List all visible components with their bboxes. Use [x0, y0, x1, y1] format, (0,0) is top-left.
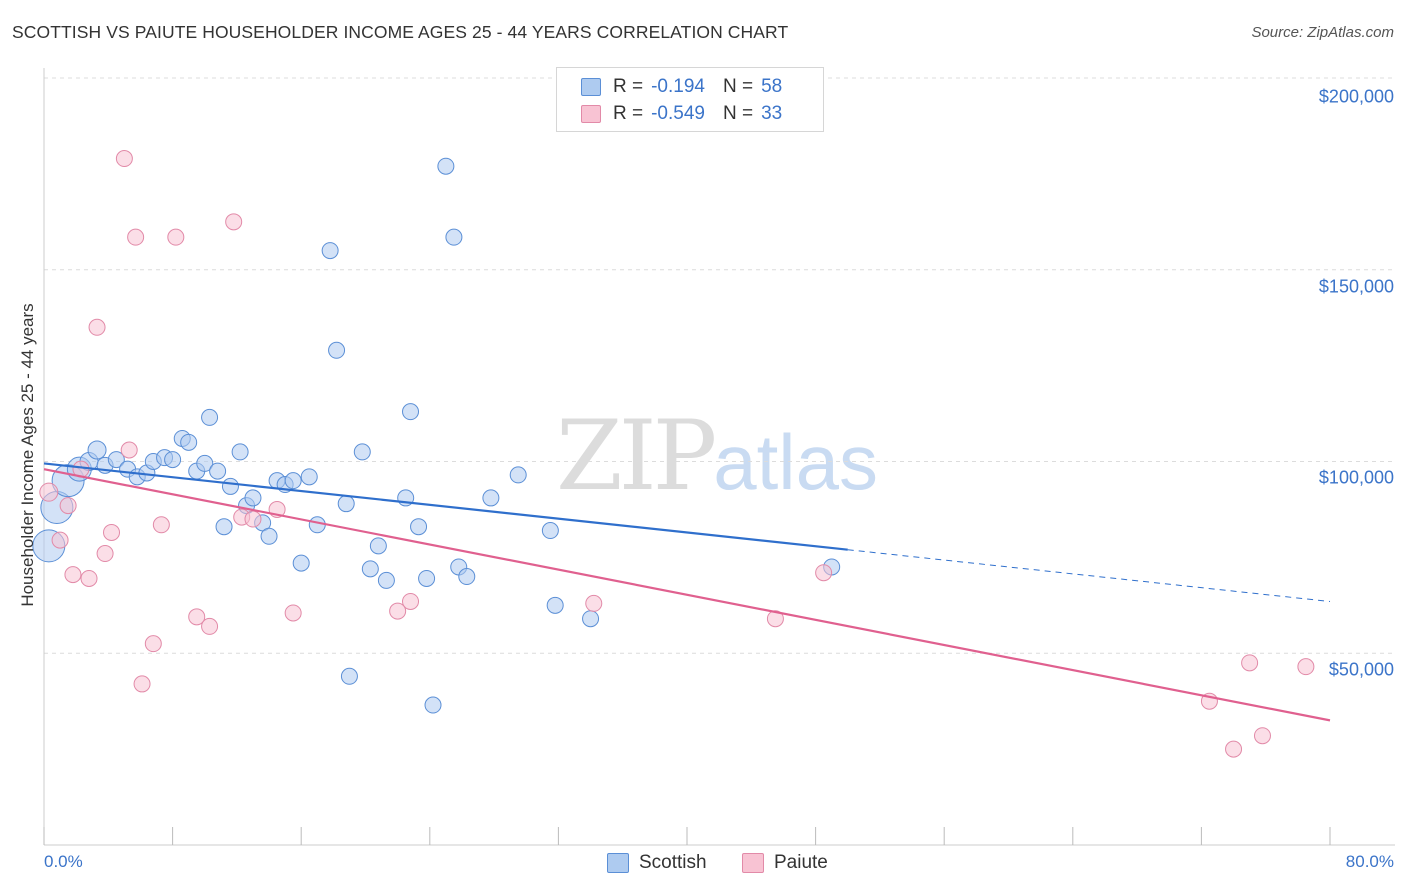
paiute-point	[39, 482, 59, 502]
bottom-legend-label-scottish: Scottish	[639, 852, 707, 873]
legend-r-label: R =	[613, 103, 644, 124]
scottish-point	[328, 341, 346, 359]
scottish-point	[337, 495, 355, 513]
scottish-point	[340, 667, 358, 685]
scottish-point	[361, 560, 379, 578]
y-tick-label-200000: $200,000	[1318, 86, 1394, 107]
bottom-swatch-scottish	[607, 853, 629, 873]
scottish-point	[221, 477, 239, 495]
paiute-point	[115, 150, 133, 168]
legend-swatch-paiute	[581, 105, 601, 123]
scottish-trend-extension	[847, 549, 1331, 602]
legend-n-label: N =	[722, 76, 754, 97]
scottish-point	[260, 527, 278, 545]
paiute-point	[815, 564, 833, 582]
legend-row-paiute: R = -0.549 N = 33	[581, 102, 782, 126]
bottom-legend-paiute[interactable]: Paiute	[742, 852, 828, 874]
paiute-point	[103, 523, 121, 541]
chart-source: Source: ZipAtlas.com	[1251, 24, 1394, 41]
paiute-point	[188, 608, 206, 626]
scottish-point	[402, 403, 420, 421]
legend-n-value: 58	[761, 76, 783, 97]
paiute-point	[1253, 727, 1271, 745]
scottish-point	[300, 468, 318, 486]
scottish-point	[418, 569, 436, 587]
paiute-point	[144, 635, 162, 653]
scottish-point	[308, 516, 326, 534]
paiute-point	[1225, 740, 1243, 758]
bottom-legend-label-paiute: Paiute	[774, 852, 828, 873]
paiute-point	[80, 569, 98, 587]
paiute-point	[88, 318, 106, 336]
scottish-point	[546, 596, 564, 614]
scottish-point	[215, 518, 233, 536]
paiute-point	[64, 566, 82, 584]
scottish-point	[164, 451, 182, 469]
y-tick-label-150000: $150,000	[1318, 276, 1394, 297]
paiute-point	[389, 602, 407, 620]
y-tick-label-100000: $100,000	[1318, 467, 1394, 488]
scottish-point	[424, 696, 442, 714]
paiute-point	[167, 228, 185, 246]
chart-title: SCOTTISH VS PAIUTE HOUSEHOLDER INCOME AG…	[12, 22, 789, 42]
scottish-point	[87, 440, 107, 460]
paiute-point	[1241, 654, 1259, 672]
paiute-point	[133, 675, 151, 693]
scottish-point	[445, 228, 463, 246]
paiute-point	[284, 604, 302, 622]
scottish-point	[209, 462, 227, 480]
scottish-point	[377, 571, 395, 589]
scottish-point	[541, 522, 559, 540]
paiute-trend-line	[43, 468, 1331, 722]
scottish-point	[231, 443, 249, 461]
legend-r-value: -0.194	[651, 76, 705, 97]
bottom-legend-scottish[interactable]: Scottish	[607, 852, 707, 874]
paiute-point	[59, 497, 77, 515]
correlation-legend: R = -0.194 N = 58 R = -0.549 N = 33	[556, 67, 824, 132]
legend-row-scottish: R = -0.194 N = 58	[581, 75, 782, 99]
legend-r-label: R =	[613, 76, 644, 97]
legend-n-label: N =	[722, 103, 754, 124]
scottish-point	[437, 157, 455, 175]
scottish-point	[353, 443, 371, 461]
paiute-point	[244, 510, 262, 528]
scottish-point	[321, 242, 339, 260]
scottish-point	[180, 433, 198, 451]
scottish-trend-line	[43, 462, 848, 551]
y-axis-label: Householder Income Ages 25 - 44 years	[18, 303, 37, 607]
scottish-point	[458, 568, 476, 586]
scottish-point	[201, 408, 219, 426]
scottish-point	[582, 610, 600, 628]
paiute-point	[127, 228, 145, 246]
x-tick-label-max: 80.0%	[1345, 852, 1394, 871]
paiute-point	[1297, 658, 1315, 676]
scottish-point	[509, 466, 527, 484]
bottom-swatch-paiute	[742, 853, 764, 873]
paiute-point	[585, 594, 603, 612]
paiute-point	[766, 610, 784, 628]
scottish-point	[292, 554, 310, 572]
paiute-point	[120, 441, 138, 459]
legend-n-value: 33	[761, 103, 783, 124]
paiute-point	[51, 531, 69, 549]
scottish-point	[369, 537, 387, 555]
paiute-point	[96, 545, 114, 563]
scottish-point	[410, 518, 428, 536]
scottish-point	[244, 489, 262, 507]
scottish-point	[482, 489, 500, 507]
paiute-point	[152, 516, 170, 534]
scottish-point	[107, 451, 125, 469]
watermark-zip: ZIP	[556, 400, 717, 512]
scottish-point	[284, 472, 302, 490]
x-tick-label-min: 0.0%	[44, 852, 83, 871]
paiute-point	[402, 592, 420, 610]
paiute-point	[201, 617, 219, 635]
scottish-point	[196, 454, 214, 472]
paiute-point	[225, 213, 243, 231]
legend-swatch-scottish	[581, 78, 601, 96]
watermark: ZIPatlas	[556, 400, 878, 512]
legend-r-value: -0.549	[651, 103, 705, 124]
y-tick-label-50000: $50,000	[1328, 659, 1394, 680]
